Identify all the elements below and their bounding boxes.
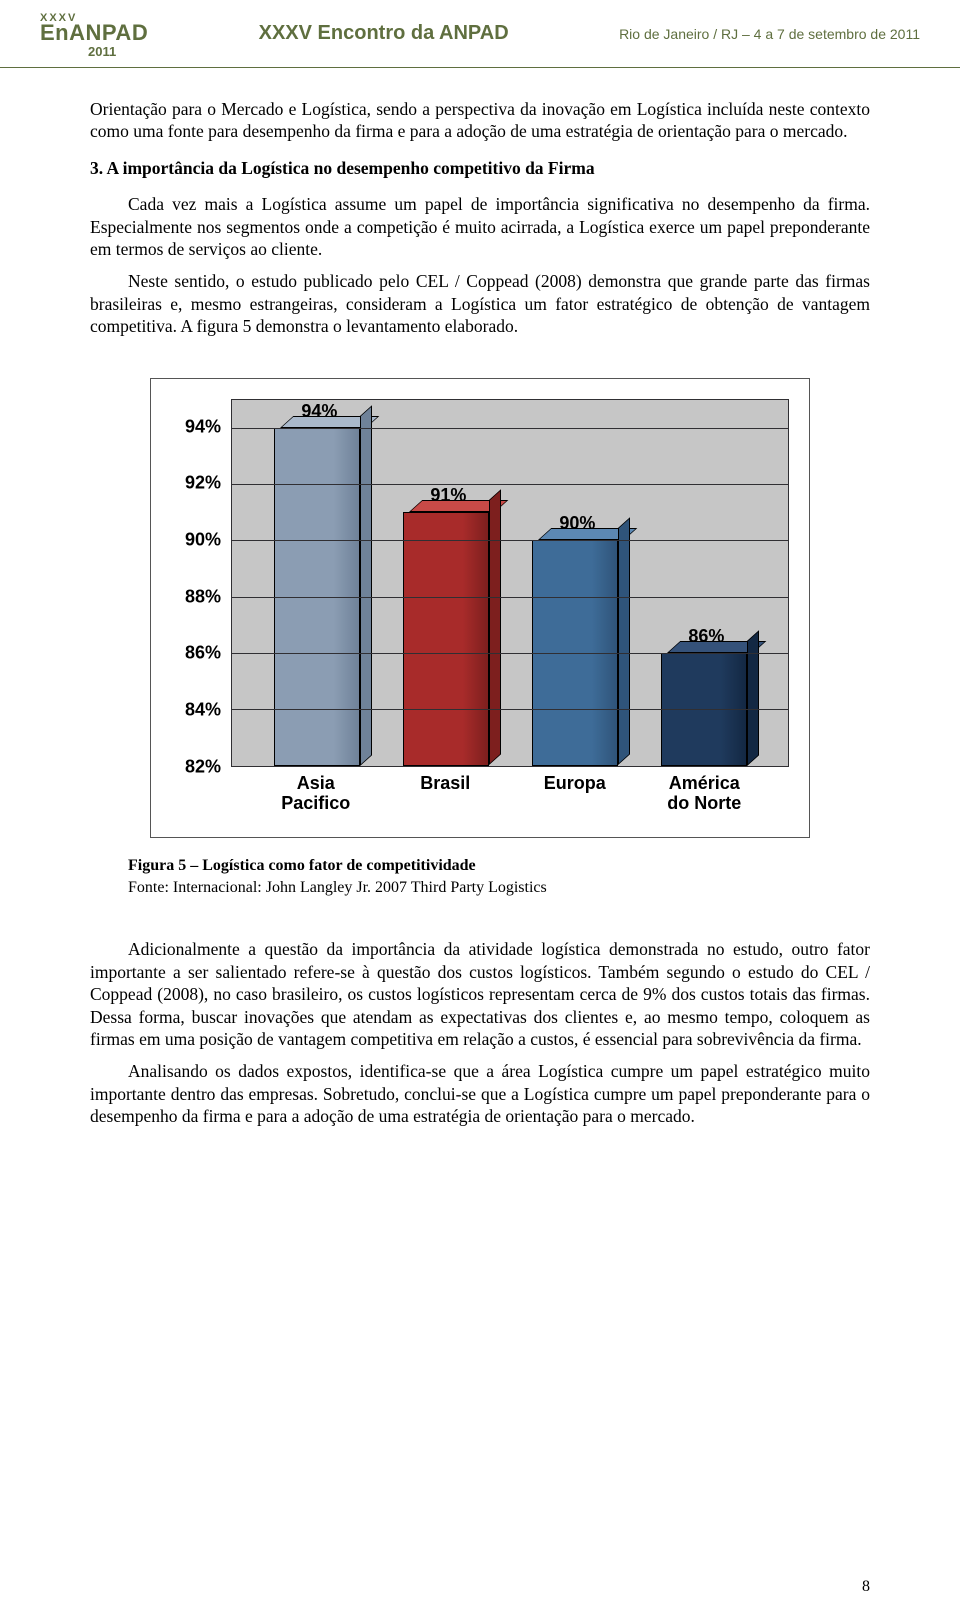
grid-line xyxy=(232,428,788,429)
bar-side xyxy=(747,630,759,765)
logo: XXXV EnANPAD 2011 xyxy=(40,12,148,59)
bar-value-label: 90% xyxy=(559,512,595,535)
grid-line xyxy=(232,653,788,654)
paragraph-2: Cada vez mais a Logística assume um pape… xyxy=(90,193,870,260)
y-tick-label: 82% xyxy=(185,755,221,778)
header-title: XXXV Encontro da ANPAD xyxy=(259,22,509,45)
x-tick-label: Américado Norte xyxy=(661,773,747,831)
y-tick-label: 88% xyxy=(185,585,221,608)
section-heading: 3. A importância da Logística no desempe… xyxy=(90,157,870,179)
page-number: 8 xyxy=(862,1578,870,1596)
plot-area: 94% 91% 90% 86% xyxy=(231,399,789,767)
y-tick-label: 84% xyxy=(185,698,221,721)
logo-main: EnANPAD xyxy=(40,20,148,46)
bar-side xyxy=(489,489,501,765)
logo-year: 2011 xyxy=(88,44,148,59)
paragraph-3: Neste sentido, o estudo publicado pelo C… xyxy=(90,270,870,337)
bar-side xyxy=(618,517,630,765)
y-tick-label: 86% xyxy=(185,642,221,665)
figure-caption: Figura 5 – Logística como fator de compe… xyxy=(128,856,870,876)
figure-caption-bold: Figura 5 – Logística como fator de compe… xyxy=(128,857,476,874)
bar-value-label: 86% xyxy=(688,625,724,648)
bar-side xyxy=(360,405,372,766)
x-axis: AsiaPacifico Brasil Europa Américado Norte xyxy=(231,773,789,831)
figure-5: 82% 84% 86% 88% 90% 92% 94% 94% 91% 90% 86% AsiaP… xyxy=(150,378,810,838)
chart-box: 82% 84% 86% 88% 90% 92% 94% 94% 91% 90% 86% AsiaP… xyxy=(150,378,810,838)
grid-line xyxy=(232,597,788,598)
y-tick-label: 92% xyxy=(185,472,221,495)
chart-bar: 91% xyxy=(403,512,489,765)
y-tick-label: 94% xyxy=(185,415,221,438)
grid-line xyxy=(232,766,788,767)
y-tick-label: 90% xyxy=(185,529,221,552)
paragraph-1: Orientação para o Mercado e Logística, s… xyxy=(90,98,870,143)
paragraph-5: Analisando os dados expostos, identifica… xyxy=(90,1060,870,1127)
page-body: Orientação para o Mercado e Logística, s… xyxy=(0,68,960,1128)
page-header: XXXV EnANPAD 2011 XXXV Encontro da ANPAD… xyxy=(0,0,960,68)
paragraph-4: Adicionalmente a questão da importância … xyxy=(90,938,870,1050)
bar-value-label: 91% xyxy=(430,484,466,507)
x-tick-label: AsiaPacifico xyxy=(273,773,359,831)
bar-value-label: 94% xyxy=(301,400,337,423)
figure-source: Fonte: Internacional: John Langley Jr. 2… xyxy=(128,878,870,898)
grid-line xyxy=(232,709,788,710)
bars-row: 94% 91% 90% 86% xyxy=(232,400,788,766)
header-meta: Rio de Janeiro / RJ – 4 a 7 de setembro … xyxy=(619,26,920,42)
x-tick-label: Brasil xyxy=(402,773,488,831)
bar-face xyxy=(403,512,489,765)
grid-line xyxy=(232,540,788,541)
grid-line xyxy=(232,484,788,485)
y-axis: 82%84%86%88%90%92%94% xyxy=(151,399,227,767)
x-tick-label: Europa xyxy=(532,773,618,831)
